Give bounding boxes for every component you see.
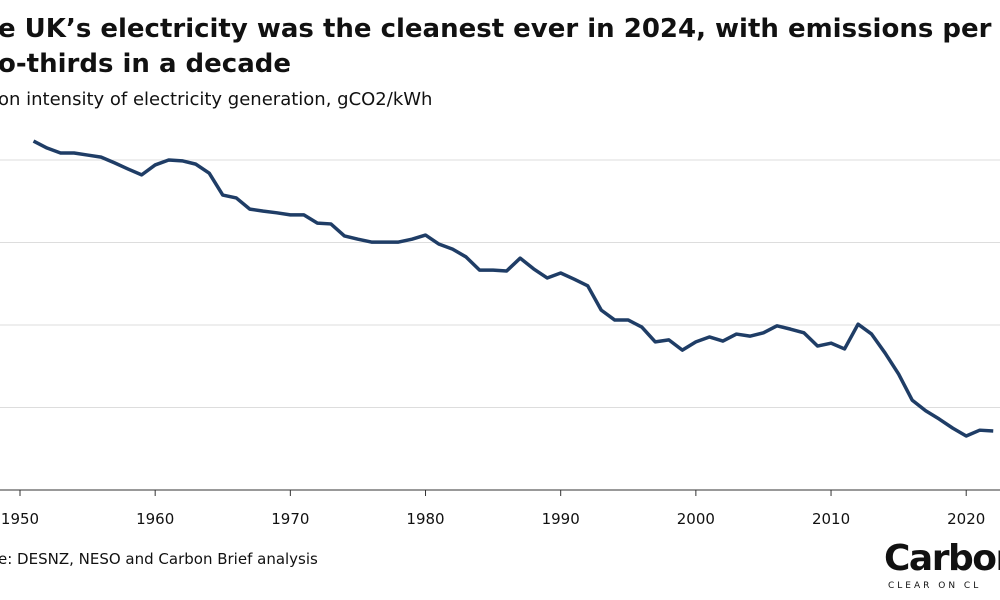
x-tick-label: 1950	[1, 510, 39, 528]
x-tick-label: 1970	[271, 510, 309, 528]
source: e: DESNZ, NESO and Carbon Brief analysis	[0, 550, 318, 568]
chart-subtitle: on intensity of electricity generation, …	[0, 89, 432, 110]
chart-title: o-thirds in a decade	[0, 49, 291, 79]
chart-title: e UK’s electricity was the cleanest ever…	[0, 14, 1000, 44]
logo-tagline: CLEAR ON CL	[888, 581, 981, 591]
data-line	[32, 139, 994, 438]
x-tick-label: 1960	[136, 510, 174, 528]
plot-area	[0, 139, 1000, 496]
x-tick-label: 1980	[406, 510, 444, 528]
x-tick-label: 2020	[947, 510, 985, 528]
x-tick-label: 2010	[812, 510, 850, 528]
x-tick-label: 1990	[542, 510, 580, 528]
x-tick-label: 2000	[677, 510, 715, 528]
